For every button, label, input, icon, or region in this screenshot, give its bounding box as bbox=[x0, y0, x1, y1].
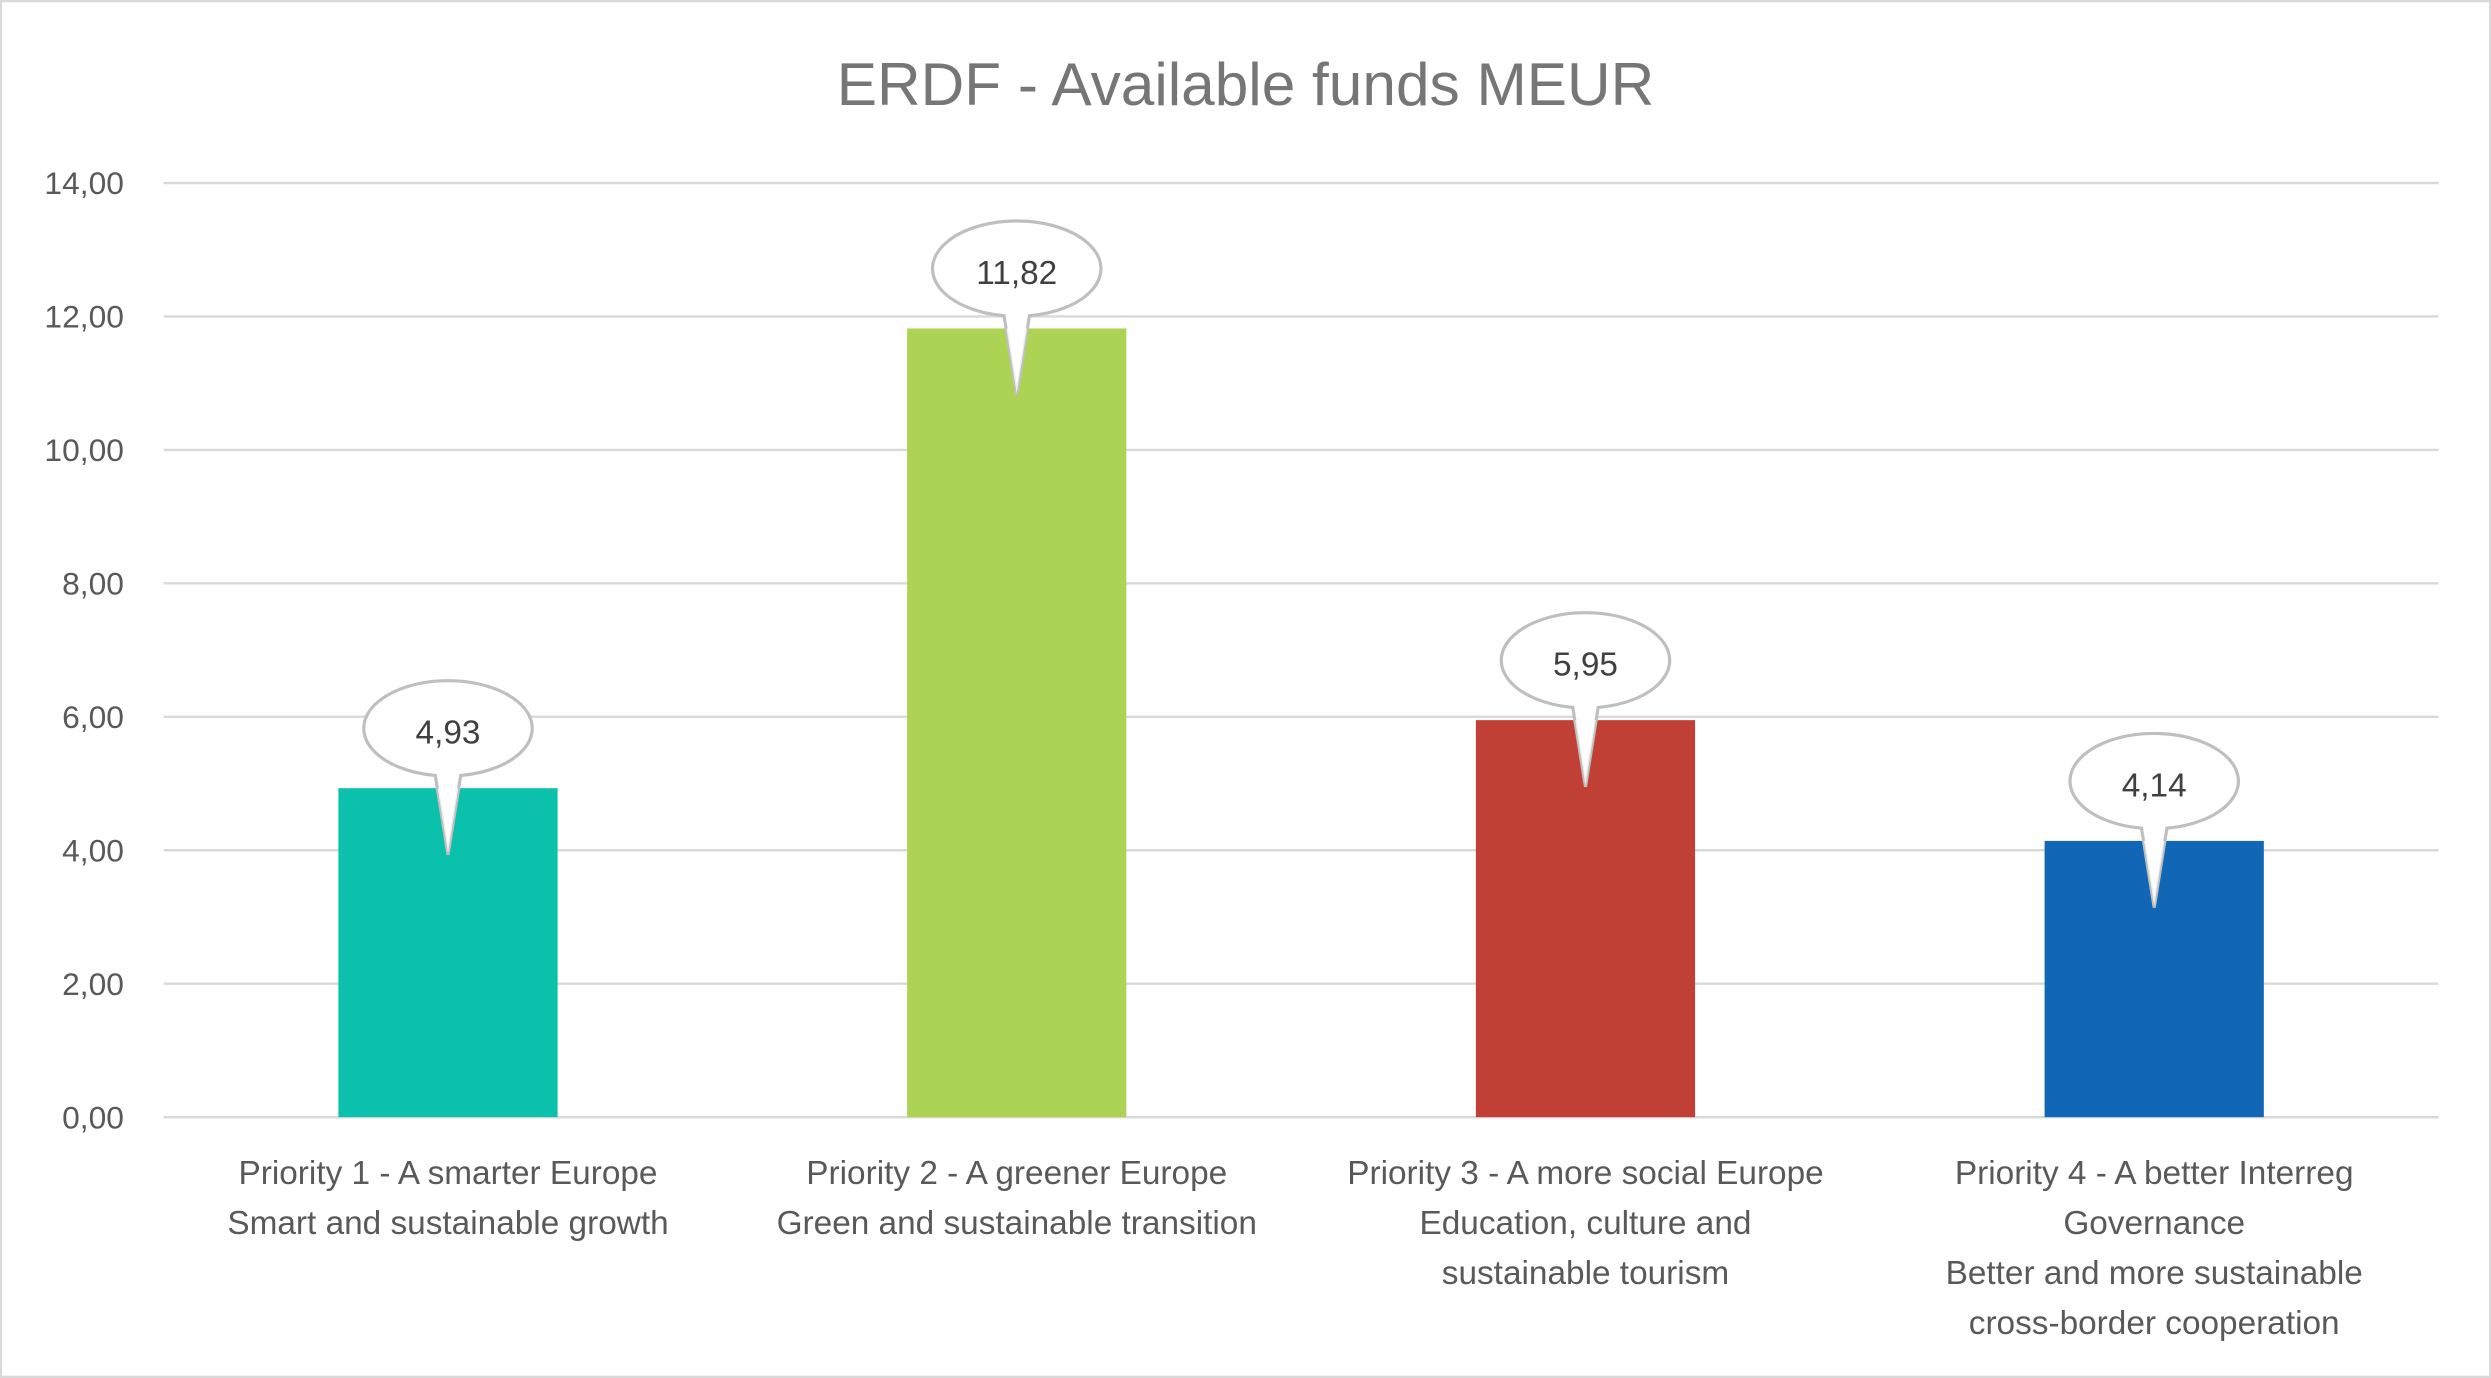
x-category-label-line: Priority 1 - A smarter Europe bbox=[238, 1155, 657, 1192]
y-tick-label: 10,00 bbox=[44, 432, 124, 468]
x-category-label-line: Priority 2 - A greener Europe bbox=[806, 1155, 1227, 1192]
callout-bubble bbox=[2068, 731, 2240, 908]
data-label-callout: 4,14 bbox=[2068, 731, 2240, 908]
x-category-label-line: Priority 3 - A more social Europe bbox=[1347, 1155, 1824, 1192]
data-label: 4,14 bbox=[2122, 767, 2187, 804]
y-tick-label: 6,00 bbox=[62, 699, 124, 735]
x-category-label-line: Better and more sustainable bbox=[1946, 1255, 2363, 1292]
x-category-label: Priority 3 - A more social Europe Educati… bbox=[1347, 1155, 1824, 1292]
x-category-label-line: cross-border cooperation bbox=[1969, 1305, 2340, 1342]
y-tick-label: 14,00 bbox=[44, 165, 124, 201]
x-category-label: Priority 4 - A better Interreg Governance… bbox=[1946, 1155, 2363, 1342]
data-label-callout: 4,93 bbox=[362, 679, 534, 856]
x-category-label-line: Green and sustainable transition bbox=[777, 1205, 1257, 1242]
x-category-label: Priority 1 - A smarter Europe Smart and s… bbox=[227, 1155, 668, 1242]
data-label: 4,93 bbox=[416, 715, 481, 752]
data-labels: 4,93 11,82 5,95 4,14 bbox=[362, 219, 2240, 908]
x-category-label: Priority 2 - A greener Europe Green and s… bbox=[777, 1155, 1257, 1242]
bars bbox=[338, 328, 2264, 1118]
y-axis: 0,00 2,00 4,00 6,00 8,00 10,00 12,00 14,00 bbox=[44, 165, 124, 1135]
data-label: 11,82 bbox=[976, 255, 1057, 292]
chart-title: ERDF - Available funds MEUR bbox=[837, 50, 1654, 118]
x-category-label-line: Smart and sustainable growth bbox=[227, 1205, 668, 1242]
x-axis: Priority 1 - A smarter Europe Smart and s… bbox=[227, 1155, 2362, 1342]
callout-bubble bbox=[930, 219, 1103, 396]
y-tick-label: 0,00 bbox=[62, 1099, 124, 1135]
y-tick-label: 2,00 bbox=[62, 966, 124, 1002]
data-label-callout: 11,82 bbox=[930, 219, 1103, 396]
callout-pointer bbox=[1575, 720, 1596, 786]
x-category-label-line: Education, culture and bbox=[1419, 1205, 1751, 1242]
callout-pointer bbox=[437, 788, 459, 854]
y-tick-label: 4,00 bbox=[62, 832, 124, 868]
data-label: 5,95 bbox=[1553, 647, 1618, 684]
x-category-label-line: Governance bbox=[2063, 1205, 2245, 1242]
y-tick-label: 8,00 bbox=[62, 565, 124, 601]
callout-bubble bbox=[362, 679, 534, 856]
callout-bubble bbox=[1499, 611, 1672, 788]
x-category-label-line: sustainable tourism bbox=[1442, 1255, 1729, 1292]
bar bbox=[907, 328, 1127, 1118]
y-tick-label: 12,00 bbox=[44, 299, 124, 335]
callout-pointer bbox=[2143, 840, 2165, 907]
callout-pointer bbox=[1006, 328, 1028, 394]
data-label-callout: 5,95 bbox=[1499, 611, 1672, 788]
x-category-label-line: Priority 4 - A better Interreg bbox=[1955, 1155, 2354, 1192]
